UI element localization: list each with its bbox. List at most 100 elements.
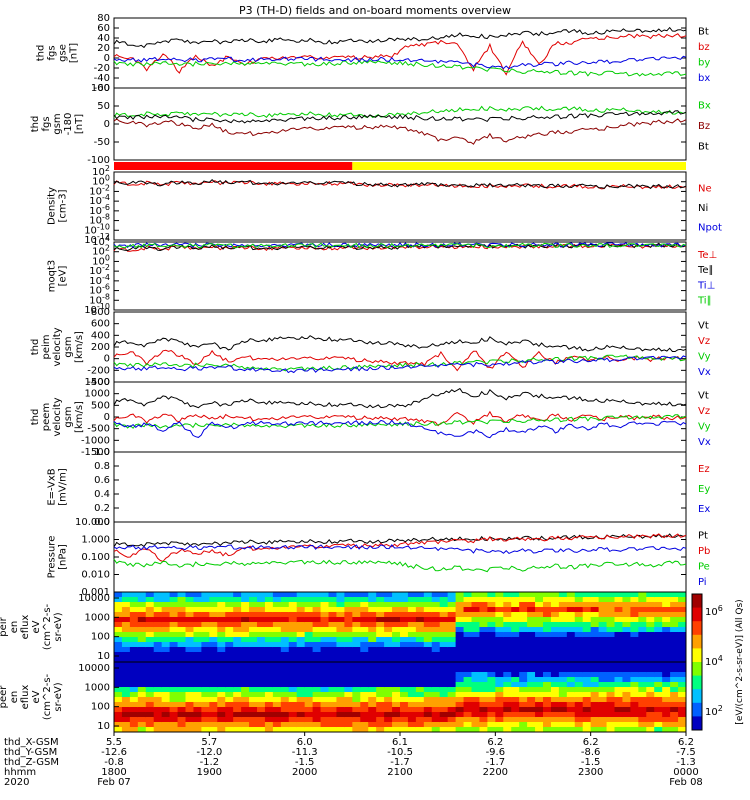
spectrogram-cell: [352, 592, 361, 598]
spectrogram-cell: [670, 662, 679, 668]
spectrogram-cell: [400, 627, 409, 633]
spectrogram-cell: [137, 622, 147, 628]
spectrogram-cell: [439, 707, 449, 713]
spectrogram-cell: [566, 727, 576, 733]
spectrogram-cell: [352, 722, 361, 728]
spectrogram-cell: [614, 602, 623, 608]
y-axis-label: eV: [31, 620, 42, 633]
spectrogram-cell: [479, 727, 488, 733]
spectrogram-cell: [336, 647, 345, 653]
spectrogram-cell: [328, 592, 337, 598]
spectrogram-cell: [527, 647, 536, 653]
spectrogram-cell: [495, 652, 504, 658]
spectrogram-cell: [209, 687, 218, 693]
spectrogram-cell: [447, 667, 457, 673]
y-tick-label: 0: [104, 53, 110, 64]
spectrogram-cell: [137, 697, 147, 703]
spectrogram-cell: [415, 662, 425, 668]
spectrogram-cell: [392, 622, 401, 628]
spectrogram-cell: [582, 687, 592, 693]
y-tick-label: 100: [91, 632, 110, 643]
spectrogram-cell: [376, 597, 385, 603]
spectrogram-cell: [288, 727, 298, 733]
spectrogram-cell: [352, 622, 361, 628]
spectrogram-cell: [193, 697, 202, 703]
spectrogram-cell: [423, 687, 433, 693]
spectrogram-cell: [360, 712, 369, 718]
legend-label: Te∥: [697, 265, 714, 276]
spectrogram-cell: [121, 647, 131, 653]
spectrogram-cell: [288, 677, 298, 683]
spectrogram-cell: [121, 607, 131, 613]
spectrogram-cell: [241, 642, 250, 648]
spectrogram-cell: [352, 662, 361, 668]
spectrogram-cell: [415, 722, 425, 728]
spectrogram-cell: [193, 717, 202, 723]
spectrogram-cell: [582, 712, 592, 718]
y-tick-label: 10-8: [89, 213, 110, 227]
spectrogram-cell: [511, 712, 520, 718]
spectrogram-cell: [264, 727, 274, 733]
y-tick-label: 60: [97, 23, 110, 34]
spectrogram-cell: [344, 647, 353, 653]
spectrogram-cell: [137, 642, 147, 648]
spectrogram-cell: [360, 722, 369, 728]
series-line-Pt: [113, 533, 687, 548]
spectrogram-cell: [535, 707, 544, 713]
spectrogram-cell: [392, 592, 401, 598]
spectrogram-cell: [304, 687, 314, 693]
spectrogram-cell: [543, 727, 552, 733]
spectrogram-cell: [638, 647, 647, 653]
spectrogram-cell: [463, 622, 472, 628]
spectrogram-cell: [145, 642, 155, 648]
spectrogram-cell: [400, 692, 409, 698]
spectrogram-cell: [622, 617, 631, 623]
spectrogram-cell: [121, 662, 131, 668]
spectrogram-cell: [312, 717, 322, 723]
colorbar-swatch: [692, 662, 702, 677]
spectrogram-cell: [169, 627, 179, 633]
spectrogram-cell: [455, 712, 465, 718]
spectrogram-cell: [550, 597, 560, 603]
y-axis-label: Density: [47, 187, 58, 225]
spectrogram-cell: [550, 642, 560, 648]
spectrogram-cell: [431, 672, 441, 678]
spectrogram-cell: [503, 727, 512, 733]
spectrogram-cell: [463, 642, 472, 648]
spectrogram-cell: [241, 607, 250, 613]
spectrogram-cell: [201, 617, 210, 623]
spectrogram-cell: [471, 642, 480, 648]
spectrogram-cell: [503, 622, 512, 628]
spectrogram-cell: [400, 687, 409, 693]
spectrogram-cell: [590, 592, 600, 598]
spectrogram-cell: [439, 677, 449, 683]
spectrogram-cell: [114, 642, 123, 648]
spectrogram-cell: [662, 677, 671, 683]
spectrogram-cell: [590, 662, 600, 668]
y-tick-label: 200: [91, 342, 110, 353]
spectrogram-cell: [137, 687, 147, 693]
spectrogram-cell: [169, 682, 179, 688]
spectrogram-cell: [257, 612, 266, 618]
spectrogram-cell: [638, 707, 647, 713]
spectrogram-cell: [233, 722, 242, 728]
spectrogram-cell: [662, 672, 671, 678]
spectrogram-cell: [153, 647, 163, 653]
x-tick-label: -11.3: [292, 747, 318, 758]
spectrogram-cell: [574, 627, 584, 633]
spectrogram-cell: [614, 727, 623, 733]
legend-label: bx: [698, 73, 710, 84]
spectrogram-cell: [606, 657, 615, 663]
spectrogram-cell: [360, 682, 369, 688]
spectrogram-cell: [336, 662, 345, 668]
spectrogram-cell: [304, 592, 314, 598]
spectrogram-cell: [543, 622, 552, 628]
spectrogram-cell: [423, 697, 433, 703]
spectrogram-cell: [129, 692, 139, 698]
spectrogram-cell: [185, 697, 194, 703]
spectrogram-cell: [312, 647, 322, 653]
spectrogram-cell: [431, 647, 441, 653]
spectrogram-cell: [169, 717, 179, 723]
colorbar-label: [eV/(cm^2-s-sr-eV)] (All Qs): [735, 599, 745, 724]
